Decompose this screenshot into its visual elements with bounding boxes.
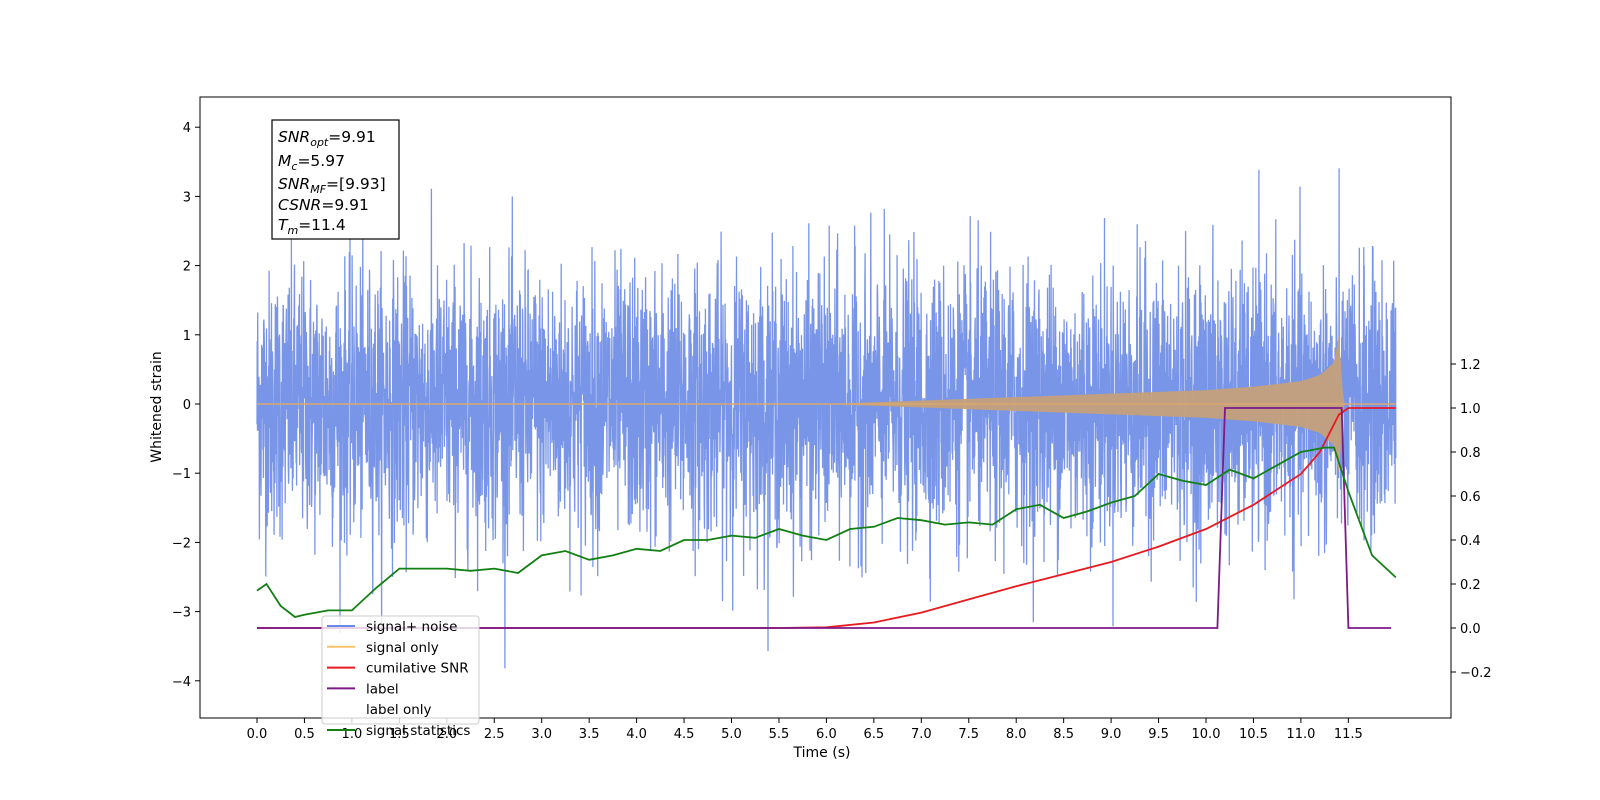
annotation-line: Mc=5.97	[278, 152, 345, 173]
left-y-tick-label: 4	[183, 121, 191, 136]
x-tick-label: 10.0	[1192, 727, 1221, 742]
series-layer	[256, 168, 1397, 669]
x-tick-label: 6.0	[816, 727, 837, 742]
annotation-line: Tm=11.4	[278, 216, 346, 237]
right-y-tick-label: 0.8	[1460, 446, 1481, 461]
x-tick-label: 8.0	[1006, 727, 1027, 742]
right-y-tick-label: 1.2	[1460, 358, 1481, 373]
annotation-line: CSNR=9.91	[278, 196, 369, 214]
series-signal-noise	[256, 168, 1397, 669]
x-tick-label: 11.0	[1286, 727, 1315, 742]
x-tick-label: 4.5	[674, 727, 695, 742]
x-tick-label: 5.0	[721, 727, 742, 742]
legend-entry: signal+ noise	[366, 619, 457, 635]
legend-entry: label	[366, 681, 399, 697]
x-tick-label: 11.5	[1334, 727, 1363, 742]
left-y-tick-label: −3	[172, 606, 191, 621]
x-tick-label: 9.0	[1101, 727, 1122, 742]
right-y-tick-label: −0.2	[1460, 666, 1492, 681]
left-y-tick-label: 2	[183, 260, 191, 275]
right-y-tick-label: 0.6	[1460, 490, 1481, 505]
left-y-tick-label: −4	[172, 675, 191, 690]
x-tick-label: 7.5	[958, 727, 979, 742]
legend: signal+ noise signal only cumilative SNR la…	[321, 615, 480, 739]
annotation-line: SNRMF=[9.93]	[278, 175, 386, 196]
x-tick-label: 0.0	[247, 727, 268, 742]
left-y-axis-ticks: 4 3 2 1 0 −1 −2 −3 −4	[172, 121, 200, 690]
annotation-line: SNRopt=9.91	[278, 128, 376, 149]
right-y-tick-label: 1.0	[1460, 402, 1481, 417]
legend-entry: label only	[366, 702, 432, 718]
x-tick-label: 3.0	[531, 727, 552, 742]
x-tick-label: 10.5	[1239, 727, 1268, 742]
right-y-tick-label: 0.2	[1460, 578, 1481, 593]
legend-frame	[321, 615, 480, 725]
left-y-tick-label: −2	[172, 536, 191, 551]
right-y-tick-label: 0.4	[1460, 534, 1481, 549]
left-y-tick-label: 1	[183, 329, 191, 344]
x-tick-label: 7.0	[911, 727, 932, 742]
x-tick-label: 9.5	[1148, 727, 1169, 742]
series-label	[257, 407, 1392, 629]
left-y-tick-label: 3	[183, 190, 191, 205]
x-tick-label: 1.5	[389, 727, 410, 742]
series-cumulative-snr	[257, 407, 1396, 629]
legend-entry: cumilative SNR	[366, 661, 469, 677]
x-tick-label: 2.5	[484, 727, 505, 742]
left-y-tick-label: −1	[172, 467, 191, 482]
y-axis-label-left: Whitened strain	[149, 351, 165, 462]
right-y-tick-label: 0.0	[1460, 622, 1481, 637]
x-axis-label: Time (s)	[793, 745, 851, 761]
x-tick-label: 6.5	[864, 727, 885, 742]
x-tick-label: 2.0	[436, 727, 457, 742]
x-tick-label: 3.5	[579, 727, 600, 742]
x-tick-label: 5.5	[769, 727, 790, 742]
x-tick-label: 4.0	[626, 727, 647, 742]
series-signal-statistics	[256, 446, 1397, 618]
right-y-axis-ticks: 1.2 1.0 0.8 0.6 0.4 0.2 0.0 −0.2	[1451, 358, 1492, 681]
x-tick-label: 8.5	[1053, 727, 1074, 742]
legend-entry: signal only	[366, 640, 439, 656]
left-y-tick-label: 0	[183, 398, 191, 413]
x-tick-label: 0.5	[294, 727, 315, 742]
legend-entry: signal statistics	[366, 723, 470, 739]
